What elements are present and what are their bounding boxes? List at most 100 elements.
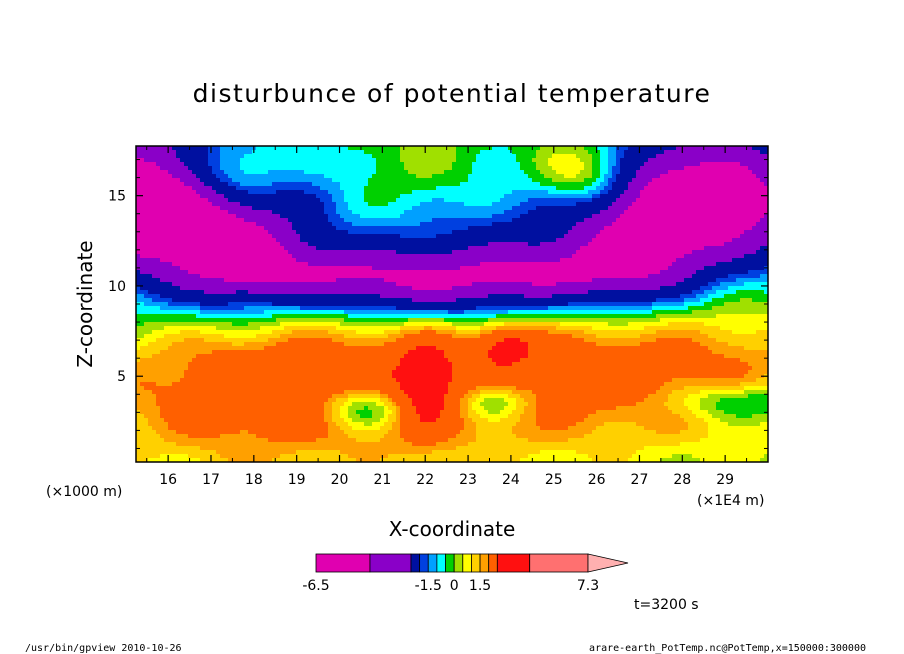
contour-cell bbox=[524, 262, 529, 267]
contour-cell bbox=[260, 238, 265, 243]
contour-cell bbox=[572, 250, 577, 255]
contour-cell bbox=[236, 226, 241, 231]
contour-cell bbox=[272, 230, 277, 235]
contour-cell bbox=[432, 214, 437, 219]
contour-cell bbox=[456, 214, 461, 219]
contour-cell bbox=[452, 150, 457, 155]
contour-cell bbox=[736, 254, 741, 259]
contour-cell bbox=[764, 258, 768, 263]
contour-cell bbox=[620, 190, 625, 195]
contour-cell bbox=[392, 178, 397, 183]
contour-cell bbox=[472, 254, 477, 259]
contour-cell bbox=[288, 202, 293, 207]
contour-cell bbox=[184, 270, 189, 275]
contour-cell bbox=[440, 182, 445, 187]
contour-cell bbox=[620, 182, 625, 187]
contour-cell bbox=[540, 214, 545, 219]
contour-cell bbox=[244, 226, 249, 231]
contour-cell bbox=[480, 230, 485, 235]
contour-cell bbox=[184, 166, 189, 171]
contour-cell bbox=[612, 230, 617, 235]
contour-cell bbox=[588, 190, 593, 195]
contour-cell bbox=[696, 166, 701, 171]
contour-cell bbox=[756, 262, 761, 267]
contour-cell bbox=[376, 210, 381, 215]
contour-cell bbox=[312, 242, 317, 247]
contour-cell bbox=[284, 254, 289, 259]
contour-cell bbox=[676, 178, 681, 183]
contour-cell bbox=[556, 206, 561, 211]
contour-cell bbox=[620, 222, 625, 227]
contour-cell bbox=[736, 194, 741, 199]
contour-cell bbox=[392, 182, 397, 187]
contour-cell bbox=[140, 242, 145, 247]
contour-cell bbox=[592, 158, 597, 163]
contour-cell bbox=[548, 246, 553, 251]
contour-cell bbox=[448, 222, 453, 227]
contour-cell bbox=[700, 258, 705, 263]
contour-cell bbox=[320, 210, 325, 215]
contour-cell bbox=[372, 230, 377, 235]
contour-cell bbox=[476, 242, 481, 247]
contour-cell bbox=[576, 238, 581, 243]
contour-cell bbox=[608, 230, 613, 235]
contour-cell bbox=[508, 238, 513, 243]
contour-cell bbox=[288, 206, 293, 211]
contour-cell bbox=[196, 178, 201, 183]
contour-cell bbox=[616, 250, 621, 255]
contour-cell bbox=[712, 162, 717, 167]
contour-cell bbox=[516, 246, 521, 251]
contour-cell bbox=[764, 234, 768, 239]
contour-cell bbox=[556, 254, 561, 259]
contour-cell bbox=[424, 166, 429, 171]
contour-cell bbox=[540, 150, 545, 155]
contour-cell bbox=[552, 158, 557, 163]
contour-cell bbox=[652, 154, 657, 159]
contour-cell bbox=[196, 234, 201, 239]
contour-cell bbox=[184, 154, 189, 159]
contour-cell bbox=[220, 210, 225, 215]
contour-cell bbox=[712, 182, 717, 187]
contour-cell bbox=[252, 234, 257, 239]
contour-cell bbox=[400, 170, 405, 175]
contour-cell bbox=[732, 150, 737, 155]
contour-cell bbox=[316, 194, 321, 199]
contour-cell bbox=[636, 246, 641, 251]
contour-cell bbox=[368, 254, 373, 259]
contour-cell bbox=[332, 186, 337, 191]
contour-cell bbox=[672, 194, 677, 199]
contour-cell bbox=[204, 270, 209, 275]
contour-cell bbox=[388, 226, 393, 231]
contour-cell bbox=[760, 266, 765, 271]
contour-cell bbox=[628, 202, 633, 207]
contour-cell bbox=[452, 234, 457, 239]
contour-cell bbox=[732, 162, 737, 167]
contour-cell bbox=[176, 266, 181, 271]
contour-cell bbox=[168, 166, 173, 171]
contour-cell bbox=[300, 266, 305, 271]
contour-cell bbox=[404, 174, 409, 179]
contour-cell bbox=[332, 198, 337, 203]
contour-cell bbox=[212, 166, 217, 171]
contour-cell bbox=[632, 210, 637, 215]
contour-cell bbox=[488, 242, 493, 247]
contour-cell bbox=[256, 158, 261, 163]
contour-cell bbox=[592, 170, 597, 175]
contour-cell bbox=[476, 262, 481, 267]
contour-cell bbox=[340, 238, 345, 243]
contour-cell bbox=[384, 270, 389, 275]
contour-cell bbox=[224, 166, 229, 171]
contour-cell bbox=[716, 210, 721, 215]
contour-cell bbox=[196, 230, 201, 235]
contour-cell bbox=[536, 198, 541, 203]
contour-cell bbox=[348, 166, 353, 171]
contour-cell bbox=[248, 210, 253, 215]
contour-cell bbox=[480, 270, 485, 275]
contour-cell bbox=[384, 242, 389, 247]
contour-cell bbox=[660, 178, 665, 183]
contour-cell bbox=[404, 150, 409, 155]
contour-cell bbox=[476, 162, 481, 167]
contour-cell bbox=[392, 202, 397, 207]
contour-cell bbox=[244, 230, 249, 235]
contour-cell bbox=[568, 218, 573, 223]
